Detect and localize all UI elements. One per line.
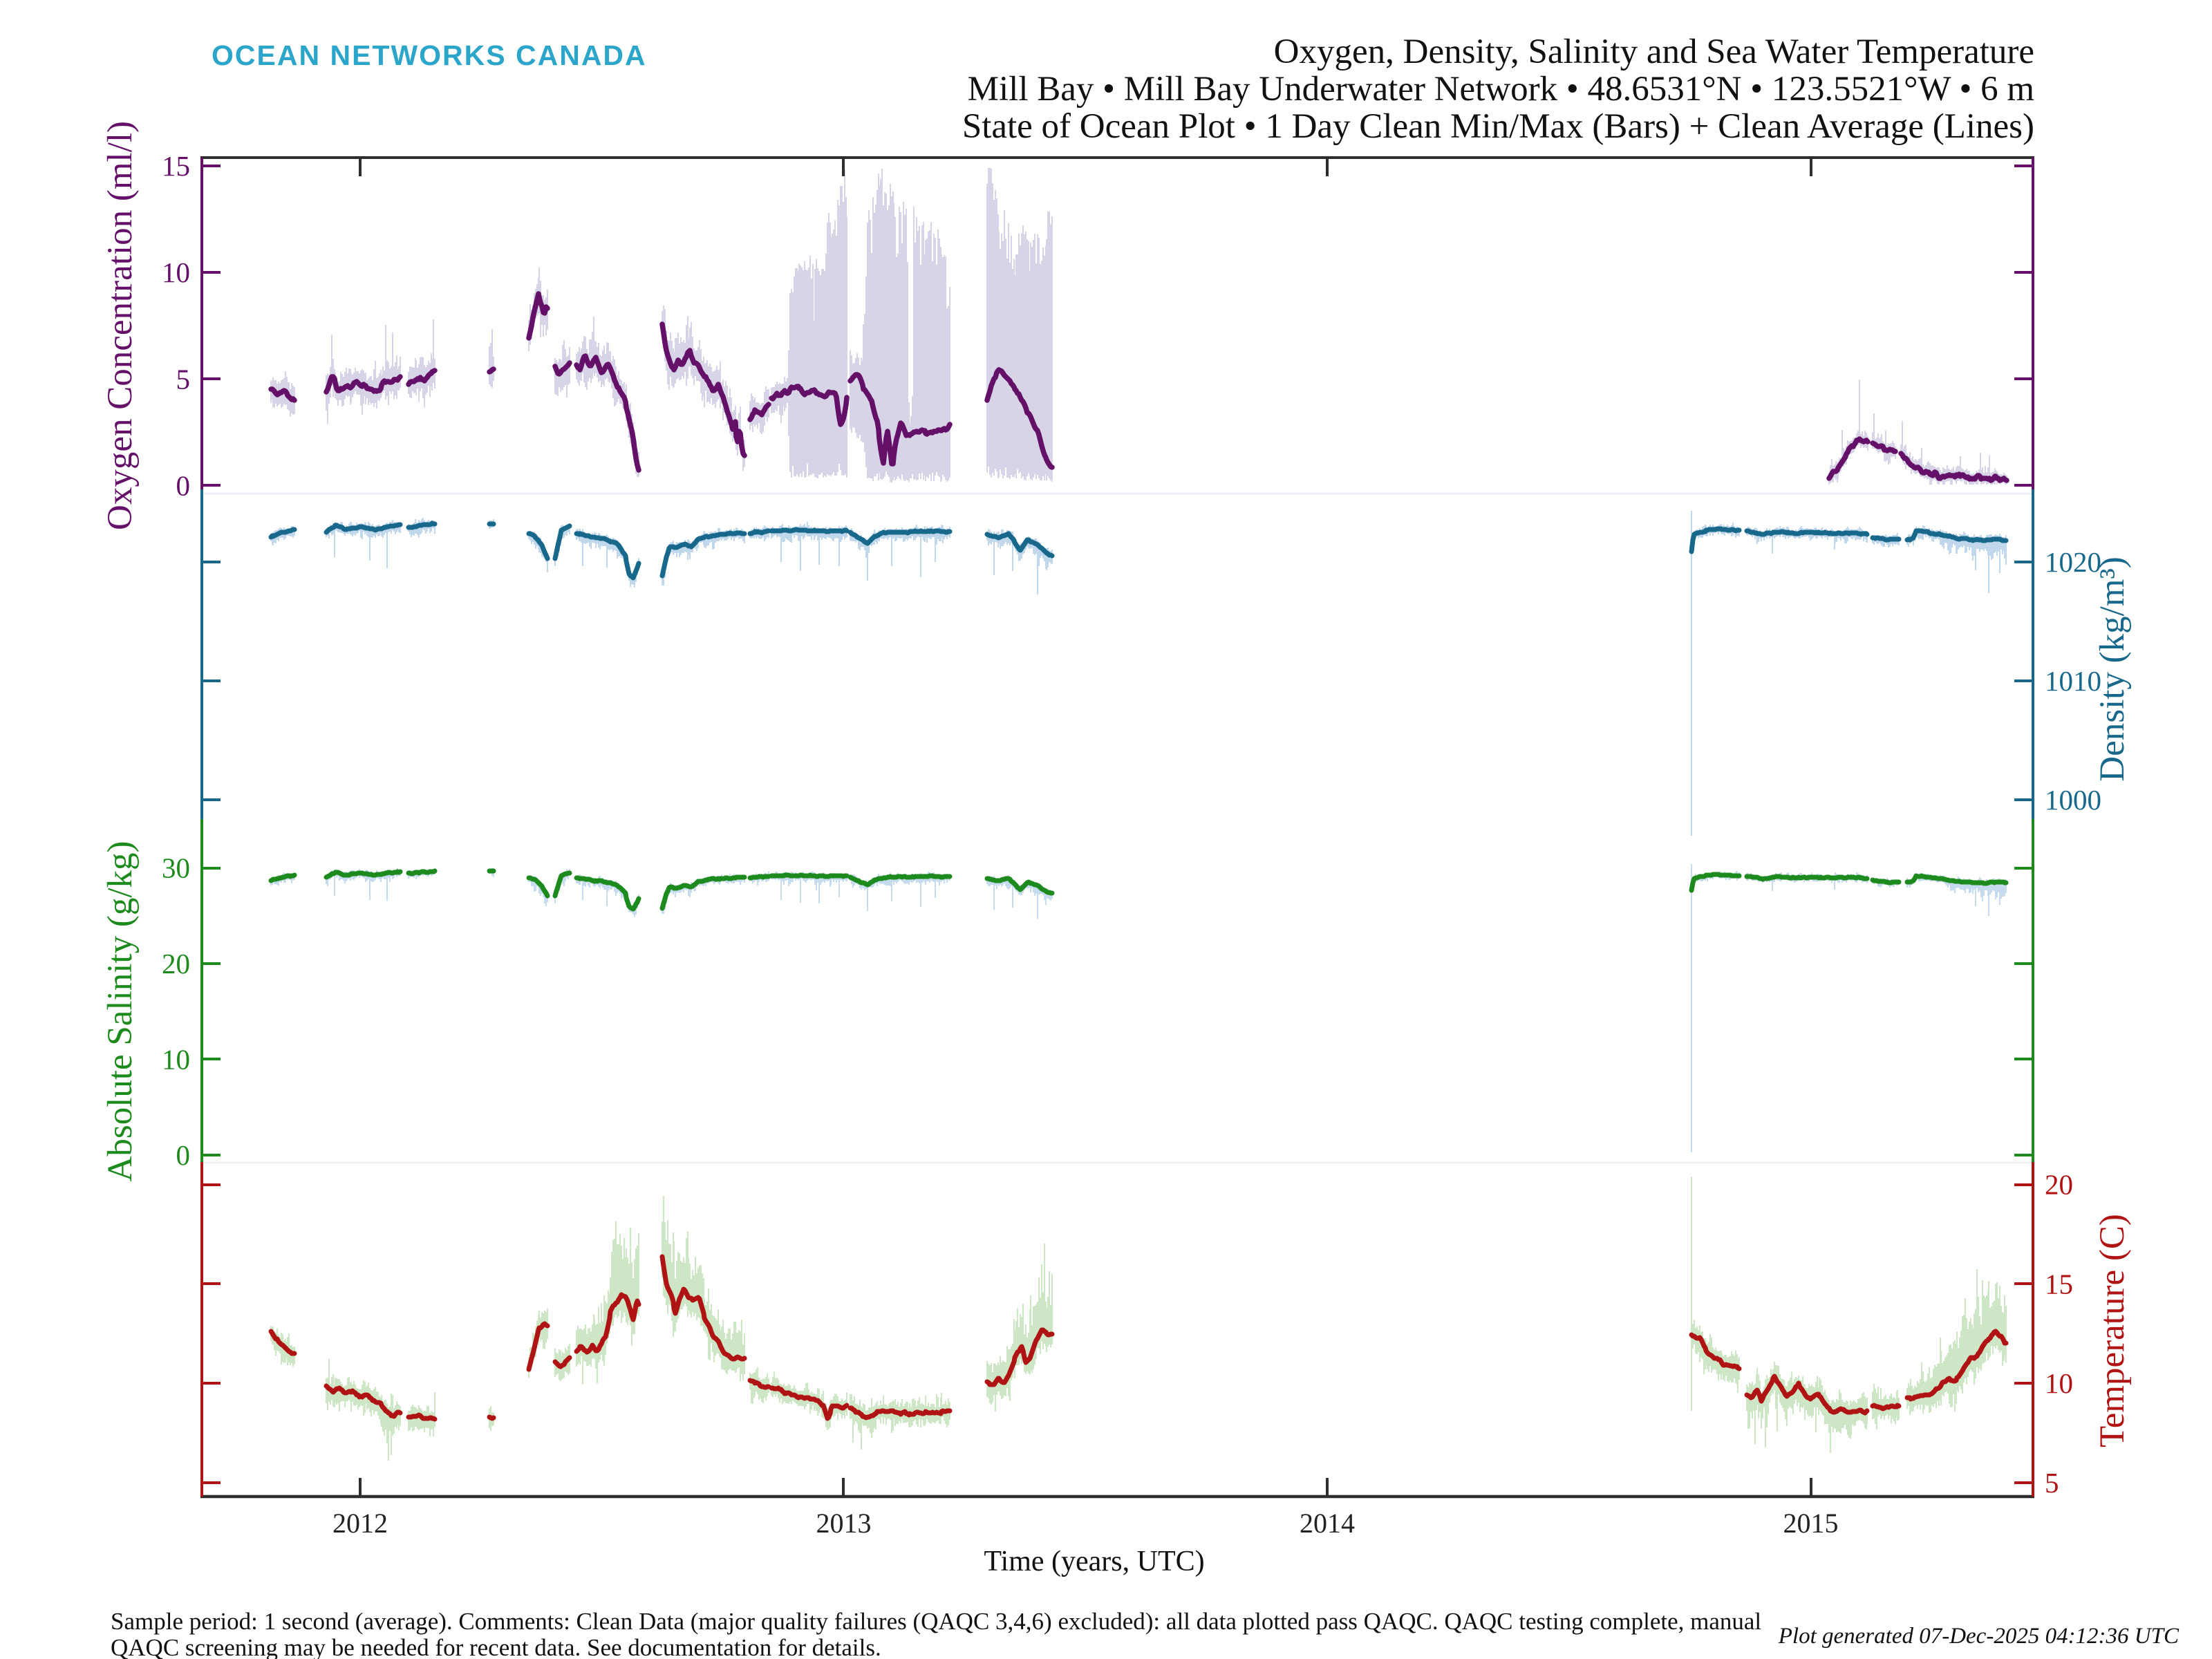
svg-text:Oxygen, Density, Salinity and: Oxygen, Density, Salinity and Sea Water … — [1274, 32, 2034, 71]
svg-text:2012: 2012 — [332, 1508, 388, 1539]
svg-text:1010: 1010 — [2045, 665, 2101, 697]
svg-text:10: 10 — [162, 256, 190, 288]
svg-text:1020: 1020 — [2045, 546, 2101, 578]
svg-text:5: 5 — [176, 363, 191, 395]
svg-text:20: 20 — [2045, 1169, 2073, 1201]
svg-text:1000: 1000 — [2045, 784, 2101, 816]
svg-text:OCEAN NETWORKS CANADA: OCEAN NETWORKS CANADA — [212, 39, 647, 71]
svg-text:5: 5 — [2045, 1467, 2059, 1499]
svg-text:State of Ocean Plot • 1 Day Cl: State of Ocean Plot • 1 Day Clean Min/Ma… — [962, 107, 2034, 146]
svg-text:Absolute Salinity (g/kg): Absolute Salinity (g/kg) — [101, 841, 140, 1182]
svg-text:15: 15 — [162, 150, 190, 182]
svg-text:10: 10 — [162, 1044, 190, 1076]
svg-text:2015: 2015 — [1783, 1508, 1839, 1539]
svg-text:Density (kg/m³): Density (kg/m³) — [2093, 556, 2132, 782]
svg-text:0: 0 — [176, 1139, 191, 1171]
svg-text:0: 0 — [176, 470, 191, 502]
svg-text:Mill Bay • Mill Bay Underwater: Mill Bay • Mill Bay Underwater Network •… — [968, 70, 2034, 109]
svg-text:2014: 2014 — [1300, 1508, 1355, 1539]
svg-text:Sample period: 1 second (avera: Sample period: 1 second (average). Comme… — [111, 1608, 1761, 1635]
svg-text:2013: 2013 — [816, 1508, 872, 1539]
svg-text:10: 10 — [2045, 1367, 2073, 1399]
svg-text:30: 30 — [162, 852, 190, 884]
svg-text:Temperature (C): Temperature (C) — [2093, 1214, 2132, 1447]
svg-text:Plot generated 07-Dec-2025 04:: Plot generated 07-Dec-2025 04:12:36 UTC — [1778, 1624, 2180, 1649]
svg-text:Oxygen Concentration (ml/l): Oxygen Concentration (ml/l) — [101, 121, 140, 530]
svg-text:20: 20 — [162, 948, 190, 980]
svg-text:Time (years, UTC): Time (years, UTC) — [984, 1546, 1204, 1577]
svg-text:QAQC screening may be needed f: QAQC screening may be needed for recent … — [111, 1634, 881, 1659]
svg-text:15: 15 — [2045, 1268, 2073, 1300]
